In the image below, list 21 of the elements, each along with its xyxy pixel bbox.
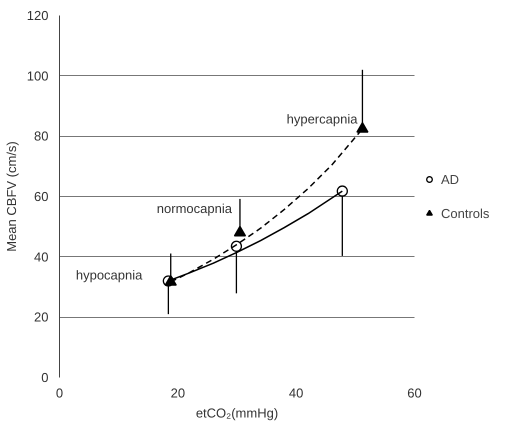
annotation: hypercapnia bbox=[286, 111, 358, 126]
y-tick-label: 0 bbox=[41, 370, 49, 385]
x-tick-label: 60 bbox=[407, 386, 422, 400]
y-tick-label: 60 bbox=[34, 189, 49, 204]
y-tick-label: 120 bbox=[26, 8, 49, 23]
x-axis-title: etCO₂(mmHg) bbox=[196, 406, 278, 420]
y-tick-label: 100 bbox=[26, 68, 49, 84]
point bbox=[336, 185, 348, 197]
x-tick-label: 0 bbox=[56, 386, 64, 400]
point bbox=[356, 122, 369, 133]
annotation: normocapnia bbox=[156, 201, 233, 216]
x-tick-label: 40 bbox=[288, 386, 304, 400]
y-tick-label: 40 bbox=[34, 249, 49, 264]
legend-label: Controls bbox=[441, 206, 490, 220]
legend-label: AD bbox=[441, 172, 460, 186]
y-axis-title: Mean CBFV (cm/s) bbox=[4, 141, 19, 252]
x-tick-label: 20 bbox=[170, 386, 186, 400]
annotation: hypocapnia bbox=[76, 267, 144, 282]
y-tick-label: 20 bbox=[34, 310, 49, 325]
y-tick-label: 80 bbox=[34, 128, 49, 144]
point bbox=[234, 226, 246, 237]
